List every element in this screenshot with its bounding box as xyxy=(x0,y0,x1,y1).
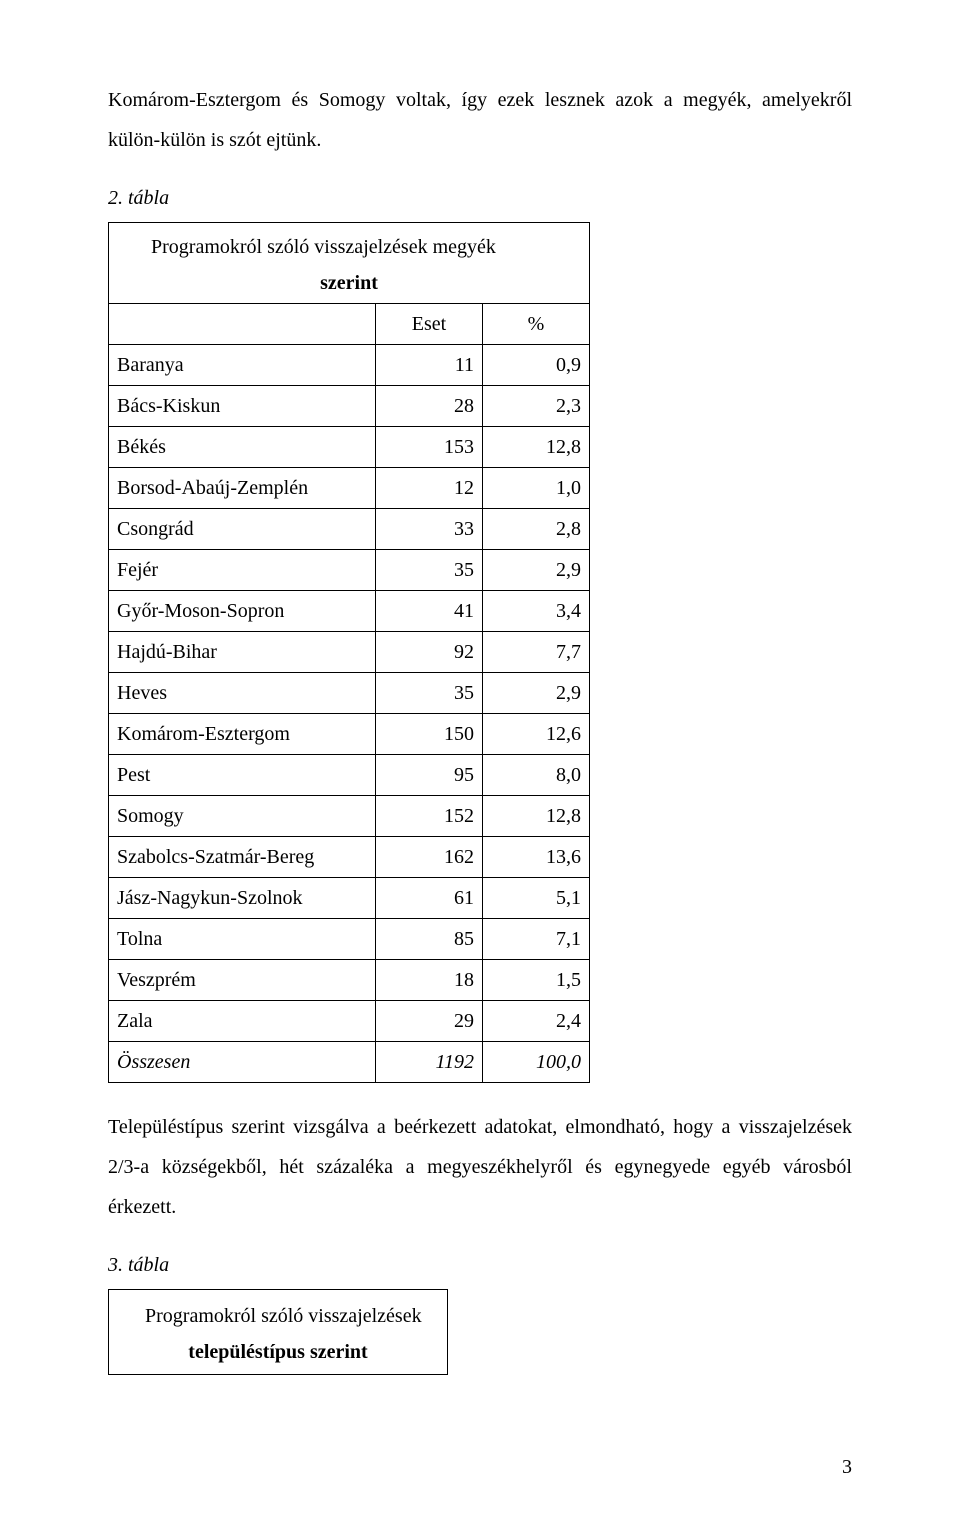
table1-title-row: Programokról szóló visszajelzések megyék… xyxy=(109,223,590,304)
page-number: 3 xyxy=(842,1456,852,1479)
row-pct: 2,3 xyxy=(483,386,590,427)
row-pct: 2,4 xyxy=(483,1001,590,1042)
table1-col-pct: % xyxy=(483,304,590,345)
table-row: Fejér 35 2,9 xyxy=(109,550,590,591)
table1-title-cell: Programokról szóló visszajelzések megyék… xyxy=(109,223,590,304)
table-row: Somogy 152 12,8 xyxy=(109,796,590,837)
table-row: Borsod-Abaúj-Zemplén 12 1,0 xyxy=(109,468,590,509)
mid-paragraph: Településtípus szerint vizsgálva a beérk… xyxy=(108,1107,852,1227)
table1-header-row: Eset % xyxy=(109,304,590,345)
table2-label: 3. tábla xyxy=(108,1245,852,1285)
row-pct: 7,7 xyxy=(483,632,590,673)
table-row: Veszprém 18 1,5 xyxy=(109,960,590,1001)
table1-col-eset: Eset xyxy=(376,304,483,345)
row-label: Tolna xyxy=(109,919,376,960)
table-row: Békés 153 12,8 xyxy=(109,427,590,468)
table-row: Szabolcs-Szatmár-Bereg 162 13,6 xyxy=(109,837,590,878)
row-pct: 7,1 xyxy=(483,919,590,960)
table2-title-l2: településtípus szerint xyxy=(119,1336,437,1368)
row-eset: 35 xyxy=(376,673,483,714)
row-label: Zala xyxy=(109,1001,376,1042)
row-pct: 3,4 xyxy=(483,591,590,632)
row-eset: 12 xyxy=(376,468,483,509)
row-label: Bács-Kiskun xyxy=(109,386,376,427)
row-label: Békés xyxy=(109,427,376,468)
table-row: Pest 95 8,0 xyxy=(109,755,590,796)
table-row: Jász-Nagykun-Szolnok 61 5,1 xyxy=(109,878,590,919)
table-row: Hajdú-Bihar 92 7,7 xyxy=(109,632,590,673)
row-label: Somogy xyxy=(109,796,376,837)
table2-title-cell: Programokról szóló visszajelzések telepü… xyxy=(109,1290,448,1375)
row-eset: 150 xyxy=(376,714,483,755)
row-label: Heves xyxy=(109,673,376,714)
table-row: Komárom-Esztergom 150 12,6 xyxy=(109,714,590,755)
table-row: Győr-Moson-Sopron 41 3,4 xyxy=(109,591,590,632)
table-row: Zala 29 2,4 xyxy=(109,1001,590,1042)
row-label: Jász-Nagykun-Szolnok xyxy=(109,878,376,919)
row-eset: 11 xyxy=(376,345,483,386)
total-label: Összesen xyxy=(109,1042,376,1083)
table1-total-row: Összesen 1192 100,0 xyxy=(109,1042,590,1083)
row-eset: 153 xyxy=(376,427,483,468)
row-pct: 2,9 xyxy=(483,550,590,591)
row-eset: 85 xyxy=(376,919,483,960)
table1-title: Programokról szóló visszajelzések megyék xyxy=(117,227,581,267)
table1: Programokról szóló visszajelzések megyék… xyxy=(108,222,590,1083)
row-label: Borsod-Abaúj-Zemplén xyxy=(109,468,376,509)
row-eset: 28 xyxy=(376,386,483,427)
row-pct: 13,6 xyxy=(483,837,590,878)
row-pct: 8,0 xyxy=(483,755,590,796)
row-pct: 12,8 xyxy=(483,796,590,837)
row-pct: 1,5 xyxy=(483,960,590,1001)
row-eset: 162 xyxy=(376,837,483,878)
row-pct: 5,1 xyxy=(483,878,590,919)
row-eset: 152 xyxy=(376,796,483,837)
row-pct: 1,0 xyxy=(483,468,590,509)
table1-label: 2. tábla xyxy=(108,178,852,218)
page: Komárom-Esztergom és Somogy voltak, így … xyxy=(0,0,960,1515)
table-row: Bács-Kiskun 28 2,3 xyxy=(109,386,590,427)
table2-title-row: Programokról szóló visszajelzések telepü… xyxy=(109,1290,448,1375)
intro-paragraph: Komárom-Esztergom és Somogy voltak, így … xyxy=(108,80,852,160)
row-label: Fejér xyxy=(109,550,376,591)
row-label: Hajdú-Bihar xyxy=(109,632,376,673)
row-eset: 33 xyxy=(376,509,483,550)
table2: Programokról szóló visszajelzések telepü… xyxy=(108,1289,448,1375)
row-label: Szabolcs-Szatmár-Bereg xyxy=(109,837,376,878)
row-eset: 61 xyxy=(376,878,483,919)
table-row: Tolna 85 7,1 xyxy=(109,919,590,960)
table1-col-empty xyxy=(109,304,376,345)
row-pct: 2,8 xyxy=(483,509,590,550)
row-eset: 35 xyxy=(376,550,483,591)
row-label: Baranya xyxy=(109,345,376,386)
total-pct: 100,0 xyxy=(483,1042,590,1083)
row-pct: 0,9 xyxy=(483,345,590,386)
row-label: Győr-Moson-Sopron xyxy=(109,591,376,632)
row-label: Komárom-Esztergom xyxy=(109,714,376,755)
table1-subtitle: szerint xyxy=(117,267,581,299)
row-label: Veszprém xyxy=(109,960,376,1001)
table2-title-l1: Programokról szóló visszajelzések xyxy=(119,1296,437,1336)
row-pct: 12,6 xyxy=(483,714,590,755)
table-row: Csongrád 33 2,8 xyxy=(109,509,590,550)
row-label: Pest xyxy=(109,755,376,796)
row-eset: 92 xyxy=(376,632,483,673)
row-pct: 12,8 xyxy=(483,427,590,468)
row-pct: 2,9 xyxy=(483,673,590,714)
row-eset: 41 xyxy=(376,591,483,632)
row-eset: 18 xyxy=(376,960,483,1001)
table-row: Baranya 11 0,9 xyxy=(109,345,590,386)
table-row: Heves 35 2,9 xyxy=(109,673,590,714)
total-eset: 1192 xyxy=(376,1042,483,1083)
row-eset: 95 xyxy=(376,755,483,796)
row-eset: 29 xyxy=(376,1001,483,1042)
row-label: Csongrád xyxy=(109,509,376,550)
